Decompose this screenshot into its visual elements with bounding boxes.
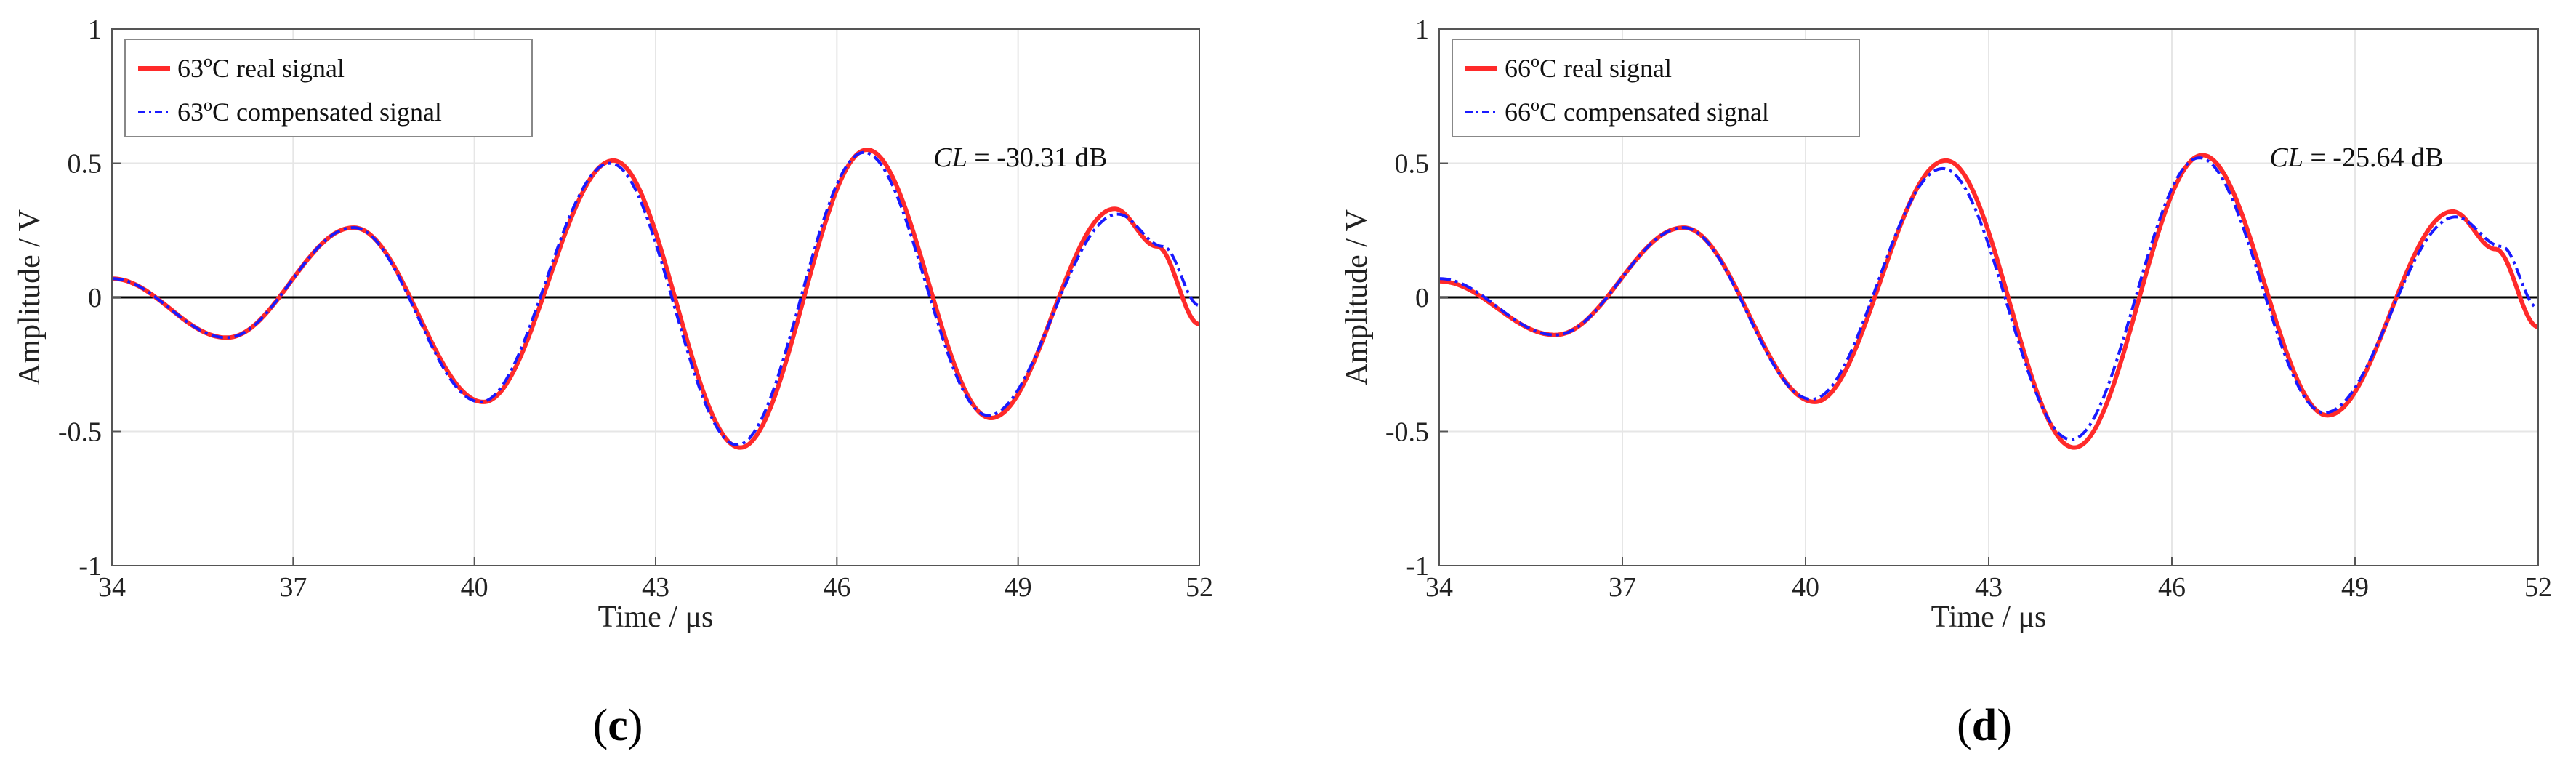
y-tick-label: 0.5 [1395, 149, 1430, 180]
y-tick-label: 0.5 [68, 149, 102, 180]
cl-annotation: CL = -25.64 dB [2269, 142, 2443, 173]
y-axis-label: Amplitude / V [13, 209, 47, 385]
chart-panel-c: 34 37 40 43 46 49 52 1 0.5 0 -0.5 -1 Time / μs Amplit… [13, 15, 1213, 750]
real-signal-line [112, 148, 1200, 450]
legend: 66oC real signal 66oC compensated signal [1452, 39, 1860, 137]
legend-entry: 66oC compensated signal [1505, 96, 1769, 127]
compensated-signal-line [1439, 156, 2539, 441]
x-axis-label: Time / μs [1931, 601, 2047, 634]
legend-entry: 63oC compensated signal [177, 96, 442, 127]
y-tick-label: 1 [1415, 15, 1429, 45]
y-tick-label: -0.5 [1385, 417, 1429, 448]
legend-entry: 63oC real signal [177, 52, 345, 83]
panel-caption: (d) [1957, 701, 2012, 750]
x-tick-label: 52 [2524, 572, 2552, 603]
legend-box [124, 39, 533, 137]
x-tick-label: 43 [1975, 572, 2003, 603]
y-tick-label: 1 [88, 15, 102, 45]
x-tick-label: 46 [823, 572, 850, 603]
y-tick-label: -0.5 [58, 417, 102, 448]
panel-caption: (c) [593, 701, 643, 750]
legend: 63oC real signal 63oC compensated signal [124, 39, 533, 137]
legend-entry: 66oC real signal [1505, 52, 1672, 83]
x-tick-label: 43 [642, 572, 669, 603]
y-tick-label: 0 [1415, 283, 1429, 313]
x-tick-label: 34 [98, 572, 126, 603]
cl-annotation: CL = -30.31 dB [933, 142, 1107, 173]
x-tick-label: 37 [279, 572, 307, 603]
x-tick-label: 49 [1005, 572, 1032, 603]
x-tick-label: 40 [1792, 572, 1819, 603]
x-axis-label: Time / μs [598, 601, 714, 634]
y-tick-label: -1 [1406, 551, 1429, 582]
y-tick-label: -1 [79, 551, 102, 582]
x-tick-label: 49 [2341, 572, 2369, 603]
compensated-signal-line [112, 150, 1200, 447]
chart-panel-d: 34 37 40 43 46 49 52 1 0.5 0 -0.5 -1 Time / μs Amplit… [1340, 15, 2552, 750]
y-axis-label: Amplitude / V [1340, 209, 1374, 385]
x-tick-label: 40 [461, 572, 488, 603]
x-tick-label: 46 [2158, 572, 2186, 603]
legend-box [1452, 39, 1860, 137]
real-signal-line [1439, 153, 2539, 450]
x-tick-label: 52 [1186, 572, 1213, 603]
y-tick-label: 0 [88, 283, 102, 313]
x-tick-label: 37 [1609, 572, 1636, 603]
x-tick-label: 34 [1425, 572, 1453, 603]
